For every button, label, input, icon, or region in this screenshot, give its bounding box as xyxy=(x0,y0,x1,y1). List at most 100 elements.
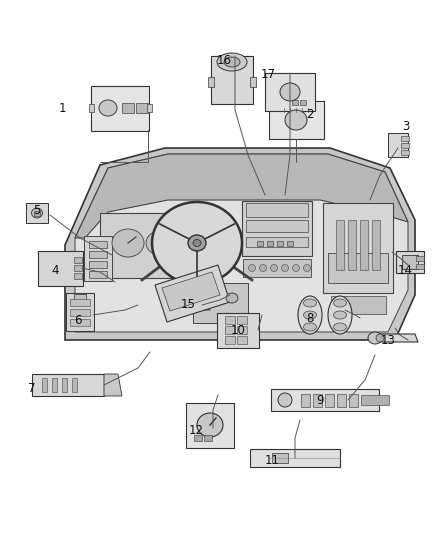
FancyBboxPatch shape xyxy=(292,100,298,104)
Text: 6: 6 xyxy=(74,313,82,327)
FancyBboxPatch shape xyxy=(89,251,107,257)
Text: 15: 15 xyxy=(180,298,195,311)
FancyBboxPatch shape xyxy=(32,374,104,396)
FancyBboxPatch shape xyxy=(246,203,308,217)
Polygon shape xyxy=(162,272,220,311)
Polygon shape xyxy=(65,148,415,340)
FancyBboxPatch shape xyxy=(91,85,149,131)
Ellipse shape xyxy=(333,323,346,331)
FancyBboxPatch shape xyxy=(70,309,90,316)
Ellipse shape xyxy=(248,264,255,271)
Ellipse shape xyxy=(304,299,317,307)
Text: 14: 14 xyxy=(398,263,413,277)
Ellipse shape xyxy=(368,332,382,344)
Text: 13: 13 xyxy=(381,334,396,346)
Ellipse shape xyxy=(278,393,292,407)
FancyBboxPatch shape xyxy=(74,273,82,279)
FancyBboxPatch shape xyxy=(267,240,273,246)
FancyBboxPatch shape xyxy=(388,133,408,157)
Text: 12: 12 xyxy=(188,424,204,437)
Text: 4: 4 xyxy=(51,263,59,277)
FancyBboxPatch shape xyxy=(100,213,190,278)
FancyBboxPatch shape xyxy=(372,220,380,270)
Polygon shape xyxy=(180,275,210,310)
Text: 2: 2 xyxy=(306,109,314,122)
Polygon shape xyxy=(372,334,418,342)
FancyBboxPatch shape xyxy=(336,220,344,270)
Ellipse shape xyxy=(280,83,300,101)
Ellipse shape xyxy=(99,100,117,116)
Text: 11: 11 xyxy=(265,454,279,466)
FancyBboxPatch shape xyxy=(70,298,90,305)
Ellipse shape xyxy=(152,202,242,284)
FancyBboxPatch shape xyxy=(287,240,293,246)
Ellipse shape xyxy=(285,110,307,130)
Ellipse shape xyxy=(224,57,240,67)
FancyBboxPatch shape xyxy=(323,203,393,293)
FancyBboxPatch shape xyxy=(246,237,308,247)
FancyBboxPatch shape xyxy=(122,103,134,113)
Ellipse shape xyxy=(197,413,223,437)
Text: 3: 3 xyxy=(403,120,410,133)
FancyBboxPatch shape xyxy=(257,240,263,246)
Polygon shape xyxy=(155,265,230,322)
Ellipse shape xyxy=(328,296,352,334)
Text: 10: 10 xyxy=(230,324,245,336)
FancyBboxPatch shape xyxy=(66,293,94,331)
FancyBboxPatch shape xyxy=(312,393,321,407)
FancyBboxPatch shape xyxy=(237,316,247,324)
FancyBboxPatch shape xyxy=(194,435,202,441)
FancyBboxPatch shape xyxy=(208,77,214,87)
FancyBboxPatch shape xyxy=(89,261,107,268)
Ellipse shape xyxy=(259,264,266,271)
FancyBboxPatch shape xyxy=(225,336,235,344)
FancyBboxPatch shape xyxy=(271,389,379,411)
FancyBboxPatch shape xyxy=(38,251,82,286)
FancyBboxPatch shape xyxy=(416,255,424,261)
FancyBboxPatch shape xyxy=(84,236,112,280)
FancyBboxPatch shape xyxy=(250,77,256,87)
Text: 16: 16 xyxy=(216,53,232,67)
FancyBboxPatch shape xyxy=(88,104,93,112)
FancyBboxPatch shape xyxy=(401,149,409,155)
Ellipse shape xyxy=(376,334,384,342)
FancyBboxPatch shape xyxy=(242,200,312,255)
Ellipse shape xyxy=(112,229,144,257)
Ellipse shape xyxy=(188,235,206,251)
FancyBboxPatch shape xyxy=(217,312,259,348)
FancyBboxPatch shape xyxy=(34,211,40,215)
Text: 9: 9 xyxy=(316,393,324,407)
FancyBboxPatch shape xyxy=(416,263,424,269)
FancyBboxPatch shape xyxy=(277,240,283,246)
Ellipse shape xyxy=(282,264,289,271)
FancyBboxPatch shape xyxy=(401,135,409,141)
Text: 8: 8 xyxy=(306,311,314,325)
Text: 17: 17 xyxy=(261,69,276,82)
FancyBboxPatch shape xyxy=(348,220,356,270)
Polygon shape xyxy=(75,154,408,332)
FancyBboxPatch shape xyxy=(328,253,388,283)
FancyBboxPatch shape xyxy=(325,393,333,407)
Ellipse shape xyxy=(333,299,346,307)
Text: 5: 5 xyxy=(33,204,41,216)
Ellipse shape xyxy=(193,239,201,246)
Ellipse shape xyxy=(32,208,42,218)
FancyBboxPatch shape xyxy=(331,296,385,314)
FancyBboxPatch shape xyxy=(237,336,247,344)
FancyBboxPatch shape xyxy=(26,203,48,223)
Text: 1: 1 xyxy=(58,101,66,115)
FancyBboxPatch shape xyxy=(74,265,82,271)
FancyBboxPatch shape xyxy=(246,220,308,232)
Ellipse shape xyxy=(298,296,322,334)
FancyBboxPatch shape xyxy=(204,435,212,441)
FancyBboxPatch shape xyxy=(360,220,368,270)
Polygon shape xyxy=(75,154,408,238)
FancyBboxPatch shape xyxy=(300,100,306,104)
FancyBboxPatch shape xyxy=(42,378,46,392)
Ellipse shape xyxy=(304,323,317,331)
FancyBboxPatch shape xyxy=(336,393,346,407)
FancyBboxPatch shape xyxy=(265,73,315,111)
FancyBboxPatch shape xyxy=(70,319,90,326)
FancyBboxPatch shape xyxy=(61,378,67,392)
FancyBboxPatch shape xyxy=(146,104,152,112)
